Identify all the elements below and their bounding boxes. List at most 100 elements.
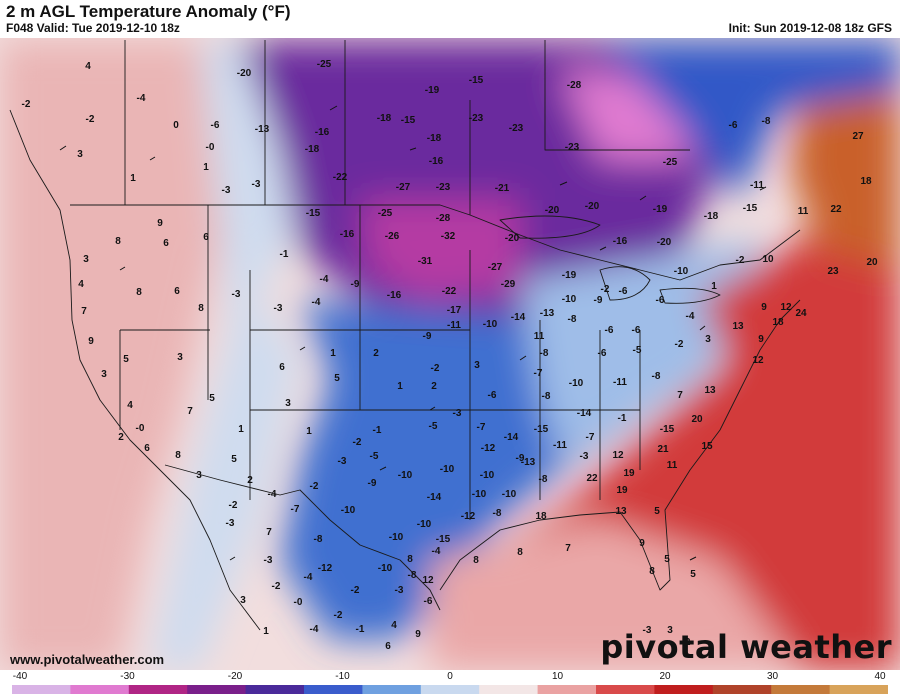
colorbar-swatch xyxy=(654,685,714,694)
anomaly-label: -6 xyxy=(656,295,665,306)
anomaly-label: -10 xyxy=(341,505,356,516)
anomaly-label: 12 xyxy=(752,355,764,366)
anomaly-label: 1 xyxy=(263,626,269,637)
anomaly-label: -20 xyxy=(237,68,252,79)
anomaly-label: -1 xyxy=(373,425,382,436)
anomaly-label: 9 xyxy=(758,334,764,345)
anomaly-label: 8 xyxy=(517,547,523,558)
colorbar-tick-label: 20 xyxy=(659,671,671,682)
anomaly-label: 8 xyxy=(407,554,413,565)
anomaly-label: -18 xyxy=(427,133,442,144)
colorbar-swatch xyxy=(829,685,888,694)
colorbar-tick-label: 10 xyxy=(551,671,564,682)
anomaly-label: -27 xyxy=(488,262,503,273)
anomaly-label: -4 xyxy=(312,297,321,308)
anomaly-label: -12 xyxy=(318,563,333,574)
colorbar-swatch xyxy=(187,685,247,694)
anomaly-label: -11 xyxy=(613,377,627,388)
anomaly-label: 19 xyxy=(616,485,628,496)
anomaly-label: -5 xyxy=(633,345,642,356)
anomaly-label: -11 xyxy=(750,180,764,191)
anomaly-label: 3 xyxy=(285,398,291,409)
anomaly-label: -3 xyxy=(338,456,347,467)
anomaly-label: -10 xyxy=(562,294,577,305)
colorbar-swatch xyxy=(12,685,71,694)
anomaly-label: 1 xyxy=(306,426,312,437)
anomaly-label: -4 xyxy=(320,274,329,285)
anomaly-label: -15 xyxy=(401,115,416,126)
anomaly-label: -28 xyxy=(436,213,451,224)
anomaly-label: -1 xyxy=(618,413,627,424)
anomaly-label: 3 xyxy=(240,595,246,606)
anomaly-label: -3 xyxy=(232,289,241,300)
website-credit[interactable]: www.pivotalweather.com xyxy=(10,652,165,667)
anomaly-label: -8 xyxy=(493,508,502,519)
anomaly-label: -29 xyxy=(501,279,516,290)
colorbar-swatch xyxy=(362,685,422,694)
anomaly-label: -26 xyxy=(385,231,400,242)
anomaly-label: 22 xyxy=(830,204,842,215)
colorbar-swatch xyxy=(771,685,831,694)
anomaly-label: -15 xyxy=(306,208,321,219)
anomaly-label: -10 xyxy=(398,470,413,481)
colorbar-swatch xyxy=(245,685,305,694)
anomaly-label: -6 xyxy=(211,120,220,131)
header: 2 m AGL Temperature Anomaly (°F) F048 Va… xyxy=(0,0,900,38)
anomaly-label: -17 xyxy=(447,305,462,316)
anomaly-label: 4 xyxy=(85,61,91,72)
anomaly-label: -6 xyxy=(605,325,614,336)
anomaly-label: -18 xyxy=(377,113,392,124)
anomaly-label: 6 xyxy=(203,232,209,243)
anomaly-label: -23 xyxy=(509,123,524,134)
anomaly-label: -9 xyxy=(351,279,360,290)
anomaly-label: 5 xyxy=(123,354,129,365)
anomaly-label: 3 xyxy=(83,254,89,265)
anomaly-label: -4 xyxy=(310,624,319,635)
anomaly-label: -4 xyxy=(432,546,441,557)
anomaly-label: -20 xyxy=(505,233,520,244)
anomaly-label: -2 xyxy=(675,339,684,350)
anomaly-label: -8 xyxy=(568,314,577,325)
anomaly-label: 3 xyxy=(77,149,83,160)
anomaly-label: -14 xyxy=(577,408,592,419)
anomaly-label: 9 xyxy=(88,336,94,347)
anomaly-label: 27 xyxy=(852,131,864,142)
anomaly-label: -28 xyxy=(567,80,582,91)
anomaly-label: 24 xyxy=(795,308,807,319)
anomaly-label: -6 xyxy=(488,390,497,401)
colorbar-strip xyxy=(12,685,888,694)
anomaly-label: -8 xyxy=(652,371,661,382)
anomaly-label: 5 xyxy=(334,373,340,384)
anomaly-label: -8 xyxy=(540,348,549,359)
colorbar-swatch xyxy=(128,685,188,694)
colorbar-swatch xyxy=(537,685,597,694)
anomaly-label: 7 xyxy=(565,543,571,554)
anomaly-label: -6 xyxy=(598,348,607,359)
anomaly-label: -19 xyxy=(653,204,668,215)
anomaly-label: -3 xyxy=(264,555,273,566)
anomaly-label: 1 xyxy=(711,281,717,292)
anomaly-label: -9 xyxy=(594,295,603,306)
anomaly-label: -13 xyxy=(521,457,536,468)
anomaly-label: -18 xyxy=(704,211,719,222)
anomaly-label: -10 xyxy=(472,489,487,500)
anomaly-label: -4 xyxy=(137,93,146,104)
anomaly-label: 3 xyxy=(101,369,107,380)
anomaly-label: 9 xyxy=(639,538,645,549)
anomaly-label: -12 xyxy=(461,511,476,522)
anomaly-label: 8 xyxy=(198,303,204,314)
cold-northeast xyxy=(600,40,900,200)
anomaly-label: -15 xyxy=(469,75,484,86)
anomaly-label: -7 xyxy=(586,432,595,443)
anomaly-label: 6 xyxy=(385,641,391,652)
anomaly-label: 12 xyxy=(780,302,792,313)
anomaly-label: 9 xyxy=(761,302,767,313)
anomaly-label: 6 xyxy=(163,238,169,249)
anomaly-label: -25 xyxy=(378,208,393,219)
anomaly-label: -8 xyxy=(408,570,417,581)
anomaly-label: -11 xyxy=(553,440,567,451)
anomaly-label: -16 xyxy=(429,156,444,167)
anomaly-label: 11 xyxy=(798,206,809,217)
anomaly-label: -11 xyxy=(447,320,461,331)
anomaly-label: 7 xyxy=(677,390,683,401)
